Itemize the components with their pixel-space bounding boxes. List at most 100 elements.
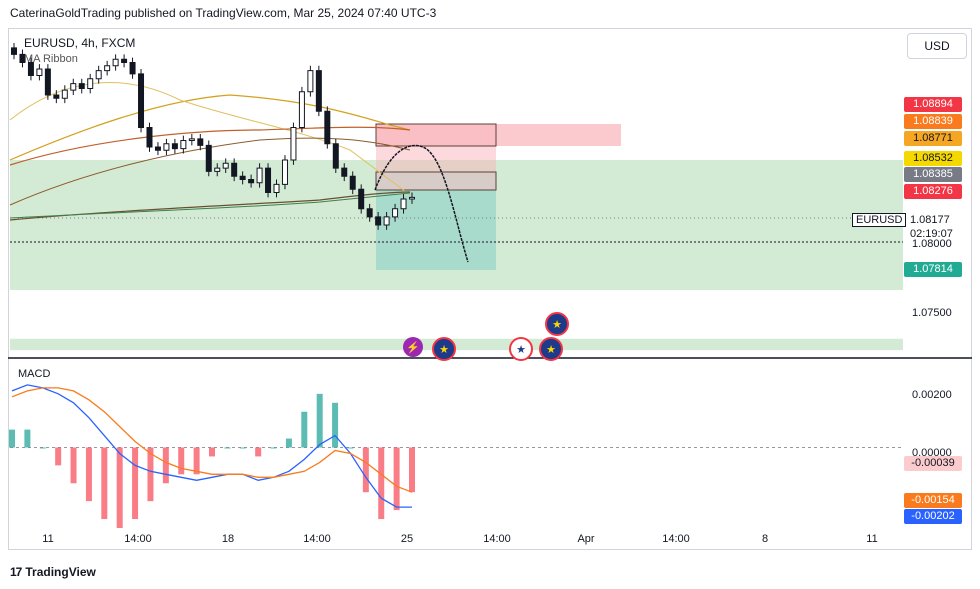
candle-body <box>95 70 102 80</box>
candle-body <box>11 47 17 55</box>
ma-line-3 <box>9 126 411 166</box>
signal-line <box>11 387 413 493</box>
candle-body <box>358 188 365 210</box>
macd-histogram-bar <box>285 438 292 448</box>
eu-flag-event-icon-3[interactable]: ★ <box>545 312 569 336</box>
candle-body <box>171 143 178 150</box>
price-tag-1: 1.08894 <box>904 97 962 112</box>
candle-body <box>112 58 119 67</box>
candle-body <box>400 198 407 210</box>
x-label-2: 14:00 <box>124 533 152 545</box>
candle-body <box>375 216 382 226</box>
price-tag-4: 1.08532 <box>904 151 962 166</box>
candle-body <box>315 70 322 112</box>
lightning-event-icon[interactable]: ⚡ <box>403 337 423 357</box>
price-axis-2: 1.07500 <box>912 307 952 319</box>
green-demand-zone-bottom <box>10 338 903 351</box>
macd-histogram-bar <box>209 447 215 457</box>
candle-body <box>121 58 128 63</box>
price-tag-7: 1.07814 <box>904 262 962 277</box>
macd-histogram-bar <box>270 447 277 449</box>
macd-histogram-bar <box>85 447 92 502</box>
candle-body <box>383 216 390 226</box>
candle-body <box>27 62 34 76</box>
candle-body <box>53 94 60 99</box>
candle-body <box>349 175 356 190</box>
candle-body <box>188 138 195 141</box>
x-label-1: 11 <box>42 533 54 545</box>
projection-arc <box>374 144 469 263</box>
candle-body <box>104 65 111 72</box>
candle-body <box>214 167 221 172</box>
x-label-8: 14:00 <box>662 533 690 545</box>
macd-histogram-bar <box>101 447 108 520</box>
x-label-7: Apr <box>577 533 595 545</box>
chart-frame <box>8 28 972 550</box>
candle-body <box>256 167 263 184</box>
candle-body <box>61 89 68 99</box>
tradingview-logo-icon: 17 <box>10 565 22 579</box>
candle-body <box>87 78 94 89</box>
candle-body <box>409 196 415 200</box>
entry-box <box>375 171 497 191</box>
macd-histogram-bar <box>132 447 139 520</box>
candle-body <box>138 73 145 128</box>
x-label-5: 25 <box>400 533 414 545</box>
macd-histogram-bar <box>55 447 62 466</box>
macd-histogram-bar <box>239 447 246 449</box>
x-label-10: 11 <box>866 533 878 545</box>
ma-line-4 <box>9 137 411 206</box>
candle-body <box>298 91 305 128</box>
macd-histogram-bar <box>393 447 400 511</box>
price-tag-3: 1.08771 <box>904 131 962 146</box>
candle-body <box>231 162 238 177</box>
macd-axis-1: 0.00200 <box>912 389 952 401</box>
macd-histogram-bar <box>116 447 123 528</box>
red-risk-box <box>376 124 496 172</box>
ma-line-1 <box>9 94 411 161</box>
macd-histogram-bar <box>362 447 369 493</box>
publisher-line: CaterinaGoldTrading published on Trading… <box>10 6 437 20</box>
macd-histogram-bar <box>39 447 46 449</box>
candle-body <box>146 127 153 148</box>
macd-histogram-bar <box>147 447 154 502</box>
current-price: 1.08177 <box>910 214 950 226</box>
candle-body <box>19 53 26 63</box>
price-tag-5: 1.08385 <box>904 167 962 182</box>
candle-body <box>180 140 187 150</box>
macd-histogram-bar <box>347 447 354 449</box>
x-label-9: 8 <box>761 533 769 545</box>
price-tag-6: 1.08276 <box>904 184 962 199</box>
macd-tag-1: -0.00039 <box>904 456 962 471</box>
candle-body <box>163 143 170 151</box>
macd-line <box>11 384 412 508</box>
candle-body <box>307 70 314 93</box>
macd-tag-2: -0.00154 <box>904 493 962 508</box>
macd-histogram-bar <box>24 429 31 448</box>
candle-body <box>273 183 280 193</box>
footer-brand[interactable]: 17 TradingView <box>10 565 96 579</box>
macd-histogram-bar <box>162 447 169 484</box>
candle-body <box>239 175 246 180</box>
indicator-label[interactable]: MA Ribbon <box>24 53 78 65</box>
candle-body <box>78 83 85 89</box>
symbol-label[interactable]: EURUSD, 4h, FXCM <box>24 36 136 50</box>
candle-body <box>324 110 331 145</box>
x-label-3: 18 <box>221 533 235 545</box>
macd-histogram-bar <box>255 447 262 457</box>
candle-body <box>366 208 373 218</box>
currency-button[interactable]: USD <box>907 33 967 59</box>
macd-histogram-bar <box>301 411 308 448</box>
candle-body <box>197 138 204 146</box>
current-symbol-tag: EURUSD <box>852 213 907 227</box>
candle-body <box>281 159 288 185</box>
macd-histogram-bar <box>70 447 77 484</box>
macd-histogram-bar <box>224 447 231 449</box>
macd-histogram-bar <box>193 447 200 475</box>
candle-body <box>222 162 229 169</box>
macd-label[interactable]: MACD <box>18 368 51 380</box>
eu-flag-event-icon[interactable]: ★ <box>432 337 456 361</box>
eu-flag-event-icon-2[interactable]: ★ <box>539 337 563 361</box>
us-flag-event-icon[interactable]: ★ <box>509 337 533 361</box>
